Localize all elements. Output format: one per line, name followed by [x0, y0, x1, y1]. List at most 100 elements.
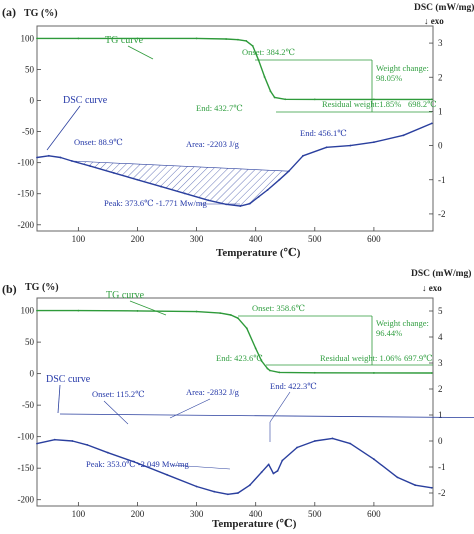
dsc-data-point	[325, 146, 328, 149]
left-tick-label: -50	[22, 400, 34, 410]
tg-data-point	[430, 372, 433, 374]
panel-a-exo-label: ↓ exo	[424, 16, 444, 26]
tg-data-point	[219, 312, 222, 315]
dsc-data-point	[227, 493, 229, 496]
tg-data-point	[245, 327, 248, 330]
panel-b-residual-temp: 697.9℃	[404, 353, 433, 363]
dsc-data-point	[89, 165, 92, 167]
panel-a-area: Area: -2203 J/g	[186, 139, 240, 149]
panel-b-series-lines	[36, 309, 433, 496]
right-tick-label: -1	[438, 462, 446, 472]
dsc-data-point	[112, 172, 115, 174]
dsc-data-point	[183, 192, 186, 195]
panel-a-tg-guides	[255, 59, 432, 113]
left-tick-label: -200	[18, 220, 35, 230]
panel-a-tg-onset: Onset: 384.2℃	[242, 47, 295, 57]
panel-a-weight-change-value: 98.05%	[376, 73, 402, 83]
panel-b-tg-end: End: 423.6℃	[216, 353, 263, 363]
panel-a-tg-end: End: 432.7℃	[196, 103, 243, 113]
dsc-data-point	[160, 185, 163, 188]
dsc-data-point	[313, 440, 316, 442]
dsc-data-point	[47, 154, 50, 157]
dsc-data-point	[107, 451, 109, 454]
dsc-data-point	[213, 490, 216, 493]
dsc-data-point	[287, 170, 290, 173]
dsc-data-point	[248, 202, 251, 205]
dsc-data-point	[302, 154, 304, 157]
panel-b-peak: Peak: 353.0℃ -2.049 Mw/mg	[86, 459, 190, 469]
tg-data-point	[430, 98, 433, 101]
panel-a: (a) TG (%) DSC (mW/mg) ↓ exo 100500-50-1…	[2, 2, 474, 259]
panel-b-left-axis: 100 50 0 -50 -100 -150 -200	[18, 306, 41, 505]
panel-b-x-axis: 100 200 300 400 500 600	[72, 502, 381, 519]
tg-data-point	[237, 38, 239, 41]
panel-b: (b) TG (%) DSC (mW/mg) ↓ exo 100500-50-1…	[2, 268, 474, 530]
panel-b-left-axis-title: TG (%)	[25, 282, 59, 293]
panel-b-exo-label: ↓ exo	[422, 283, 442, 293]
dsc-data-point	[136, 178, 139, 181]
tg-data-point	[251, 44, 254, 47]
tg-data-point	[77, 37, 80, 40]
panel-a-x-axis-title: Temperature (℃)	[216, 247, 301, 259]
panel-b-dsc-end: End: 422.3℃	[270, 381, 317, 391]
left-tick-label: 50	[25, 337, 35, 347]
panel-b-weight-change-value: 96.44%	[376, 328, 402, 338]
right-tick-label: 0	[438, 436, 443, 446]
tg-data-point	[269, 90, 272, 93]
dsc-data-point	[430, 122, 433, 125]
panel-a-dsc-onset: Onset: 88.9℃	[74, 137, 123, 147]
dsc-data-point	[239, 205, 242, 207]
x-tick-label: 100	[72, 234, 86, 244]
panel-b-weight-change-title: Weight change:	[376, 318, 429, 328]
tg-data-point	[254, 347, 257, 350]
right-tick-label: 3	[438, 358, 443, 368]
dsc-data-point	[430, 486, 433, 489]
panel-a-residual-temp: 698.2℃	[408, 99, 437, 109]
dsc-data-point	[272, 472, 275, 475]
left-tick-label: -100	[18, 158, 35, 168]
tg-data-point	[266, 367, 269, 370]
dsc-data-point	[71, 440, 74, 442]
dsc-data-point	[296, 446, 298, 449]
left-tick-label: -150	[18, 463, 35, 473]
dsc-data-point	[372, 458, 375, 461]
dsc-data-point	[349, 442, 352, 445]
tg-data-point	[237, 317, 239, 320]
tg-data-point	[284, 98, 287, 101]
right-tick-label: 4	[438, 332, 443, 342]
tg-data-point	[313, 371, 316, 374]
panel-b-right-axis-title: DSC (mW/mg)	[411, 268, 471, 279]
panel-b-area: Area: -2832 J/g	[186, 387, 240, 397]
tg-data-point	[229, 314, 232, 316]
panel-a-residual: Residual weight:1.85%	[322, 99, 401, 109]
tg-data-point	[372, 372, 375, 374]
x-tick-label: 500	[308, 509, 322, 519]
left-tick-label: 0	[30, 369, 35, 379]
panel-a-left-axis-title: TG (%)	[24, 8, 58, 19]
x-tick-label: 500	[308, 234, 322, 244]
left-tick-label: 100	[21, 33, 35, 43]
dsc-data-point	[372, 141, 375, 144]
right-tick-label: -1	[438, 175, 446, 185]
x-tick-label: 400	[249, 234, 263, 244]
left-tick-label: -200	[18, 495, 35, 505]
dsc-data-point	[248, 484, 251, 487]
left-tick-label: 100	[21, 306, 35, 316]
tg-data-point	[260, 360, 263, 362]
panel-a-plot-frame	[36, 25, 434, 232]
dsc-data-point	[136, 462, 139, 464]
x-tick-label: 200	[131, 234, 145, 244]
x-tick-label: 300	[190, 509, 204, 519]
dsc-data-point	[237, 492, 239, 494]
dsc-data-point	[281, 459, 284, 462]
tg-data-point	[372, 98, 375, 101]
tg-data-point	[36, 37, 38, 40]
dsc-data-point	[414, 484, 417, 487]
right-tick-label: 2	[438, 72, 443, 82]
panel-a-dsc-curve-label: DSC curve	[63, 95, 108, 106]
panel-b-label: (b)	[2, 282, 17, 296]
right-tick-label: 1	[438, 410, 443, 420]
right-tick-label: 0	[438, 141, 443, 151]
panel-b-tg-guides	[238, 315, 433, 366]
